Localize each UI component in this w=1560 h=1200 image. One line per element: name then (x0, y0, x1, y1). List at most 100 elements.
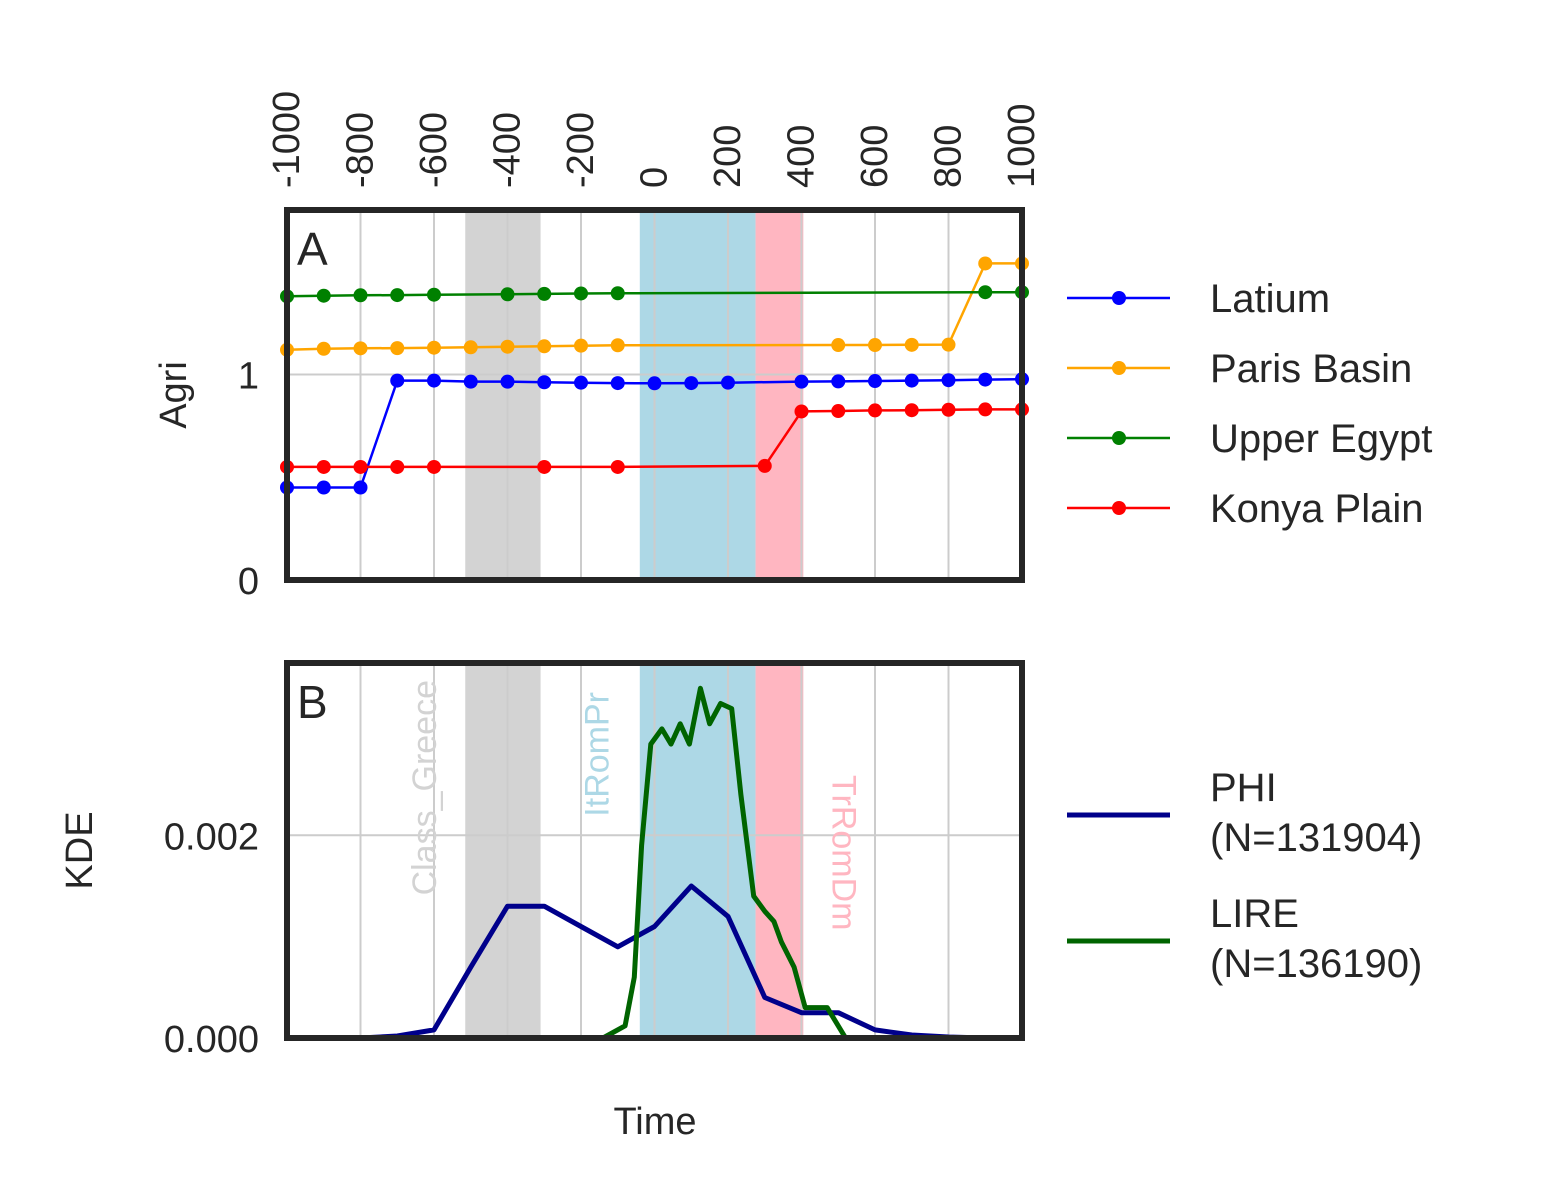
period-label-itrompr: ItRomPr (579, 692, 617, 817)
a-shade-1 (639, 210, 756, 580)
point-paris-basin-1 (316, 341, 331, 356)
point-latium-15 (868, 374, 882, 389)
point-upper-egypt-7 (574, 286, 588, 301)
x-tick-label-0: -1000 (266, 91, 308, 188)
panel-b-grid (286, 663, 1023, 1039)
x-tick-label-5: 0 (634, 167, 676, 188)
legend-label-paris-basin: Paris Basin (1210, 347, 1412, 391)
point-upper-egypt-2 (353, 288, 368, 303)
point-paris-basin-2 (353, 341, 368, 356)
period-label-class-greece: Class_Greece (406, 680, 444, 895)
legend-label-latium: Latium (1210, 277, 1330, 321)
panel-a-shaded-periods (465, 210, 804, 580)
panel-a-y-tick-labels: 01 (238, 355, 259, 603)
point-latium-1 (316, 480, 331, 495)
legend-marker-upper-egypt (1112, 431, 1126, 445)
legend-item-latium: Latium (1067, 277, 1330, 321)
legend-marker-paris-basin (1112, 361, 1126, 375)
panel-b-letter: B (297, 676, 328, 728)
point-paris-basin-9 (610, 338, 625, 353)
panel-b: Class_Greece ItRomPr TrRomDm 0.000 0.002 KD… (59, 660, 1422, 1143)
x-tick-label-4: -200 (560, 112, 602, 188)
panel-a-x-tick-labels: -1000 -800 -600 -400 -200 0 200 400 600 800 1000 (266, 91, 1043, 188)
point-paris-basin-14 (978, 256, 993, 271)
panel-b-legend: PHI (N=131904) LIRE (N=136190) (1067, 766, 1422, 986)
point-konya-plain-2 (353, 459, 368, 474)
panel-b-y-axis-label: KDE (59, 811, 101, 889)
point-paris-basin-5 (463, 340, 478, 355)
point-paris-basin-7 (537, 339, 552, 354)
point-paris-basin-10 (831, 338, 846, 353)
point-konya-plain-9 (831, 404, 846, 419)
panel-a-y-axis-label: Agri (153, 361, 195, 429)
x-tick-label-6: 200 (707, 125, 749, 188)
period-label-trromdm: TrRomDm (825, 775, 863, 931)
x-tick-label-2: -600 (413, 112, 455, 188)
panel-b-frame (284, 660, 1025, 1041)
point-latium-7 (537, 375, 552, 390)
point-konya-plain-4 (427, 459, 441, 474)
point-konya-plain-13 (978, 402, 993, 417)
legend-marker-latium (1112, 291, 1126, 305)
point-upper-egypt-9 (978, 285, 993, 300)
point-latium-13 (794, 374, 809, 389)
point-upper-egypt-6 (537, 286, 552, 301)
point-latium-11 (684, 376, 699, 391)
legend-label-konya-plain: Konya Plain (1210, 487, 1423, 531)
series-line-lire (534, 685, 1025, 1041)
series-line-paris-basin (285, 262, 1024, 352)
point-konya-plain-1 (316, 459, 331, 474)
legend-label-upper-egypt: Upper Egypt (1210, 417, 1432, 461)
point-latium-17 (941, 373, 956, 388)
a-shade-0 (465, 210, 541, 580)
point-latium-18 (978, 372, 993, 387)
x-tick-label-7: 400 (781, 125, 823, 188)
point-latium-12 (721, 375, 735, 390)
point-latium-3 (390, 373, 405, 388)
panel-b-series (284, 685, 1025, 1041)
point-upper-egypt-8 (610, 286, 625, 301)
point-latium-6 (500, 374, 515, 389)
legend-item-konya-plain: Konya Plain (1067, 487, 1423, 531)
point-paris-basin-12 (904, 337, 919, 352)
point-upper-egypt-3 (390, 288, 405, 303)
point-upper-egypt-4 (427, 287, 441, 302)
point-paris-basin-11 (868, 338, 882, 353)
point-latium-16 (904, 373, 919, 388)
point-konya-plain-8 (794, 404, 809, 419)
panel-b-shaded-periods (465, 663, 804, 1038)
panel-b-period-labels: Class_Greece ItRomPr TrRomDm (406, 680, 863, 931)
panel-a-letter: A (297, 223, 328, 275)
x-tick-label-10: 1000 (1001, 103, 1043, 188)
panel-a: -1000 -800 -600 -400 -200 0 200 400 600 800 1000 0… (153, 91, 1432, 603)
a-y-tick-label-1: 1 (238, 355, 259, 397)
a-y-tick-label-0: 0 (238, 561, 259, 603)
legend-label-lire-0: LIRE (1210, 892, 1299, 936)
x-tick-label-9: 800 (928, 125, 970, 188)
point-latium-14 (831, 374, 846, 389)
panel-a-grid (286, 210, 1023, 581)
legend-label-lire-1: (N=136190) (1210, 942, 1422, 986)
point-konya-plain-7 (757, 458, 772, 473)
x-tick-label-3: -400 (487, 112, 529, 188)
point-paris-basin-13 (941, 337, 956, 352)
point-upper-egypt-5 (500, 287, 515, 302)
b-shade-1 (639, 663, 756, 1038)
legend-item-upper-egypt: Upper Egypt (1067, 417, 1432, 461)
b-y-tick-label-1: 0.002 (164, 816, 259, 858)
panel-a-series (280, 256, 1029, 495)
point-konya-plain-12 (941, 402, 956, 417)
point-latium-5 (463, 374, 478, 389)
point-konya-plain-10 (868, 403, 882, 418)
x-tick-label-1: -800 (340, 112, 382, 188)
point-latium-10 (647, 376, 662, 391)
series-line-phi (284, 883, 1025, 1041)
point-paris-basin-6 (500, 339, 515, 354)
point-konya-plain-3 (390, 459, 405, 474)
point-latium-9 (610, 376, 625, 391)
point-konya-plain-11 (904, 403, 919, 418)
panel-a-frame (284, 207, 1025, 583)
point-paris-basin-4 (427, 340, 441, 355)
panel-a-legend: Latium Paris Basin Upper Egypt Konya Plain (1067, 277, 1432, 531)
